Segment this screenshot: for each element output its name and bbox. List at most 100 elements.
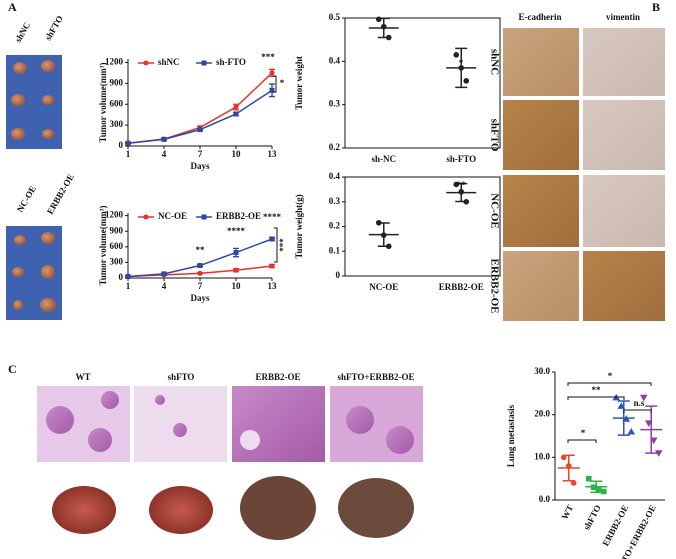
y-tick-label: 10.0 — [534, 451, 550, 461]
ihc-row: NC-OE — [488, 193, 500, 228]
annotation: * — [608, 371, 613, 381]
marker — [570, 480, 577, 486]
marker — [463, 78, 470, 84]
y-tick-label: 900 — [110, 77, 124, 87]
marker — [233, 104, 239, 110]
marker — [380, 232, 387, 238]
y-axis-label: Tumor volume(mm³) — [98, 63, 108, 143]
legend-label: ERBB2-OE — [216, 211, 261, 221]
y-tick-label: 0.2 — [329, 142, 341, 152]
x-axis-label: Days — [190, 161, 209, 171]
marker — [453, 52, 460, 58]
marker — [161, 136, 167, 142]
y-tick-label: 0.0 — [539, 494, 551, 504]
lung-label: WT — [75, 372, 90, 382]
plot-frame — [344, 17, 501, 149]
marker — [595, 486, 602, 493]
marker — [125, 140, 131, 146]
ihc-row: shNC — [488, 49, 500, 75]
x-tick-label: ERBB2-OE — [439, 282, 484, 292]
marker — [125, 273, 131, 279]
error-bar — [645, 405, 658, 454]
x-axis-label: Days — [190, 293, 209, 303]
marker — [590, 484, 597, 490]
legend-label: NC-OE — [158, 211, 187, 221]
axes — [127, 59, 272, 147]
annotation: *** — [261, 52, 275, 62]
x-tick-label: NC-OE — [369, 282, 398, 292]
marker — [143, 214, 149, 220]
photo-label: shNC — [13, 20, 32, 44]
x-tick-label: sh-FTO — [446, 154, 476, 164]
annotation: ** — [592, 385, 602, 395]
bracket — [567, 382, 652, 386]
lung-label: ERBB2-OE — [255, 372, 300, 382]
marker — [375, 16, 382, 23]
x-tick-label: 10 — [232, 281, 242, 291]
y-tick-label: 30.0 — [534, 366, 550, 376]
marker — [375, 219, 382, 226]
annotation: n.s — [634, 398, 645, 408]
lung-photo — [52, 476, 414, 540]
marker — [617, 402, 626, 409]
bracket — [623, 409, 652, 413]
y-tick-label: 600 — [110, 241, 124, 251]
plot-frame — [344, 176, 501, 277]
lung-label: shFTO — [168, 372, 195, 382]
y-tick-label: 900 — [110, 225, 124, 235]
ihc-column: vimentin — [606, 12, 640, 22]
bracket — [274, 227, 278, 263]
y-tick-label: 600 — [110, 98, 124, 108]
marker — [380, 23, 387, 30]
x-tick-label: 1 — [126, 149, 131, 159]
series-line — [127, 72, 273, 144]
annotation: * — [459, 58, 464, 68]
marker — [585, 475, 592, 482]
x-tick-label: 7 — [198, 149, 203, 159]
annotation: ** — [457, 180, 467, 190]
marker — [560, 454, 567, 461]
annotation: * — [581, 428, 586, 438]
y-tick-label: 0.3 — [329, 99, 341, 109]
ihc-image — [503, 28, 665, 321]
photo-label: shFTO — [43, 14, 65, 42]
bracket — [567, 439, 597, 443]
annotation: *** — [278, 238, 288, 252]
marker — [269, 263, 275, 269]
marker — [385, 34, 392, 41]
marker — [627, 427, 636, 435]
y-tick-label: 0 — [336, 270, 341, 280]
marker — [201, 214, 207, 220]
y-tick-label: 0.5 — [329, 12, 341, 22]
y-tick-label: 0 — [119, 140, 124, 150]
tumor-photo — [6, 226, 62, 320]
marker — [458, 65, 465, 71]
y-tick-label: 0 — [119, 272, 124, 282]
bracket — [273, 75, 277, 93]
x-tick-label: 13 — [268, 281, 278, 291]
x-tick-label: 10 — [232, 149, 242, 159]
x-tick-label: ERBB2-OE — [600, 503, 630, 547]
marker — [385, 243, 392, 250]
x-tick-label: sh-NC — [371, 154, 396, 164]
marker — [463, 198, 470, 205]
tumor-photo — [6, 55, 62, 149]
marker — [143, 60, 149, 66]
marker — [269, 236, 275, 242]
annotation: **** — [227, 226, 246, 236]
legend-label: sh-FTO — [216, 57, 246, 67]
x-tick-label: shFTO — [581, 503, 602, 531]
photo-label: ERBB2-OE — [45, 172, 76, 216]
y-tick-label: 300 — [110, 119, 124, 129]
marker — [453, 181, 460, 188]
marker — [233, 250, 239, 256]
lung-label: shFTO+ERBB2-OE — [338, 372, 415, 382]
marker — [197, 127, 203, 133]
panel-label: C — [8, 362, 17, 376]
marker — [233, 111, 239, 117]
marker — [161, 271, 167, 277]
annotation: * — [280, 78, 285, 88]
he-image — [37, 386, 423, 462]
annotation: ** — [196, 245, 206, 255]
y-tick-label: 0.3 — [329, 196, 341, 206]
